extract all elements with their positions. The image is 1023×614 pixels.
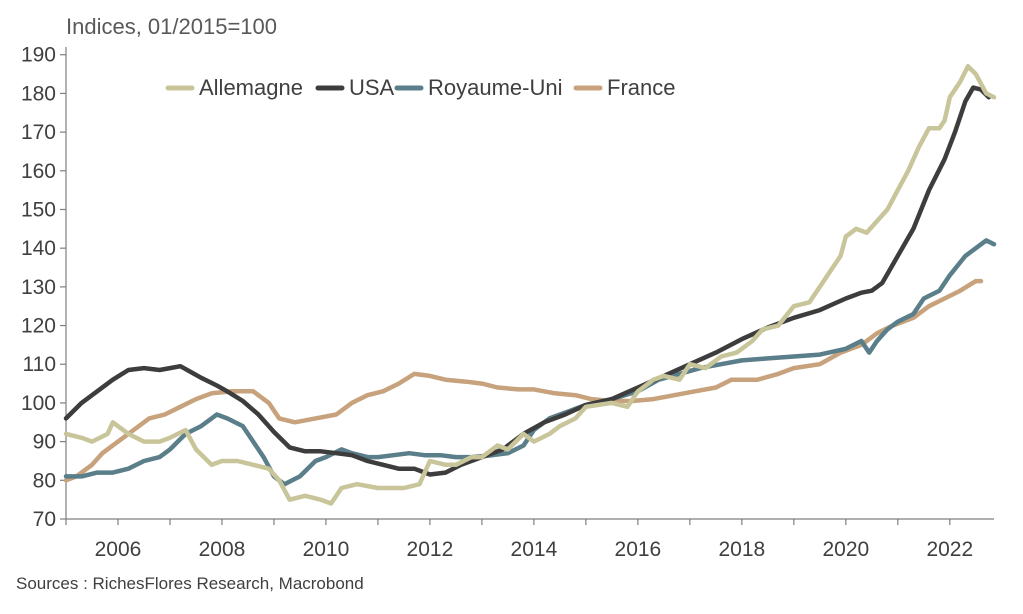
x-tick-label: 2022 [926, 538, 973, 561]
x-tick-label: 2014 [511, 538, 558, 561]
x-tick-label: 2018 [718, 538, 765, 561]
y-tick-label: 130 [21, 276, 56, 299]
chart-axes: 70 80 90 100 110 120 130 140 150 160 170 180 190 2006… [21, 44, 994, 561]
series-line-allemagne [63, 64, 997, 506]
legend-label: Allemagne [199, 75, 303, 100]
y-tick-label: 120 [21, 315, 56, 338]
y-tick-label: 140 [21, 237, 56, 260]
y-tick-label: 100 [21, 392, 56, 415]
y-tick-label: 190 [21, 44, 56, 67]
legend-label: France [607, 75, 675, 100]
y-tick-label: 90 [33, 431, 56, 454]
y-tick-label: 80 [33, 469, 56, 492]
y-tick-label: 150 [21, 198, 56, 221]
series-line-royaume-uni [63, 238, 997, 487]
y-tick-label: 180 [21, 82, 56, 105]
x-tick-label: 2016 [615, 538, 662, 561]
legend-label: Royaume-Uni [428, 75, 563, 100]
x-tick-label: 2010 [303, 538, 350, 561]
x-tick-label: 2020 [822, 538, 869, 561]
unit-label: Indices, 01/2015=100 [66, 14, 278, 39]
chart-legend: Allemagne USA Royaume-Uni France [165, 75, 675, 100]
y-tick-label: 110 [23, 353, 56, 376]
x-tick-label: 2008 [199, 538, 246, 561]
y-tick-label: 160 [21, 160, 56, 183]
source-note: Sources : RichesFlores Research, Macrobo… [16, 574, 364, 593]
legend-label: USA [349, 75, 395, 100]
x-tick-label: 2006 [95, 538, 142, 561]
series-line-usa [63, 85, 992, 477]
y-tick-label: 70 [33, 508, 56, 531]
x-tick-label: 2012 [407, 538, 454, 561]
chart-series [63, 64, 997, 506]
y-tick-label: 170 [21, 121, 56, 144]
